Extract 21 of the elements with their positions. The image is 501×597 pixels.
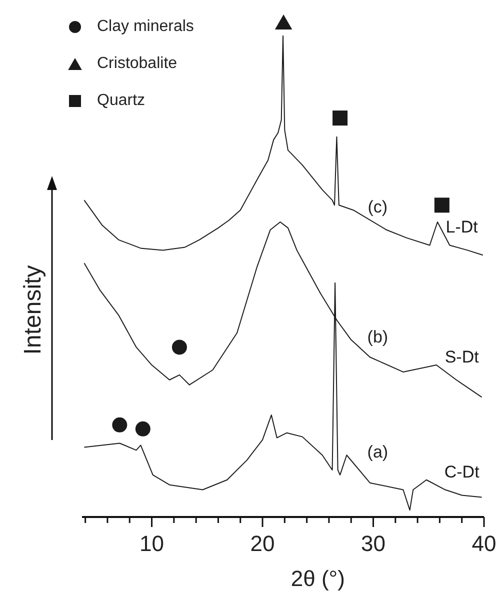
series-label: S-Dt	[444, 347, 480, 366]
annotation: (c)	[368, 198, 388, 217]
point	[135, 421, 150, 436]
point	[434, 198, 450, 213]
annotation: (b)	[367, 327, 388, 346]
x-axis-title: 2θ (°)	[290, 566, 345, 591]
x-tick-label: 30	[361, 531, 386, 556]
y-axis-title: Intensity	[19, 265, 46, 355]
x-tick-label: 40	[472, 531, 496, 556]
series-label: L-Dt	[446, 218, 478, 237]
x-tick-label: 10	[140, 531, 164, 556]
series-label: C-Dt	[444, 462, 480, 482]
point	[274, 14, 292, 30]
x-tick-label: 20	[250, 531, 275, 556]
annotation: (a)	[367, 442, 388, 462]
legend-label: Clay minerals	[97, 18, 194, 36]
point	[172, 340, 187, 355]
legend-label: Quartz	[97, 92, 146, 110]
legend-label: Cristobalite	[97, 55, 178, 72]
point	[332, 110, 348, 126]
point	[112, 417, 128, 432]
